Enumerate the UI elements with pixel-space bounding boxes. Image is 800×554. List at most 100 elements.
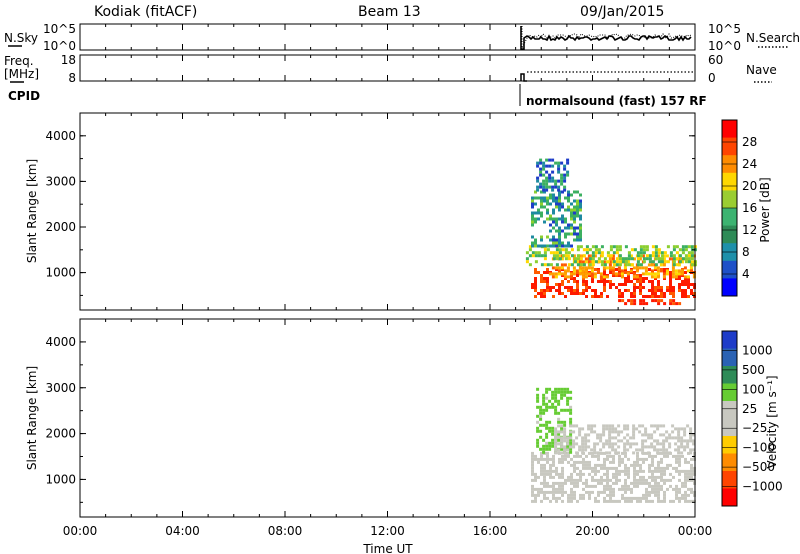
velocity-cell	[639, 463, 642, 467]
power-cell	[587, 272, 591, 276]
power-cell	[632, 275, 636, 279]
power-cell	[531, 220, 534, 224]
power-cell	[555, 263, 559, 267]
velocity-cell	[563, 433, 567, 437]
power-cell	[531, 244, 534, 248]
power-cell	[560, 173, 564, 177]
power-colorbar-label: Power [dB]	[758, 177, 772, 242]
velocity-cell	[570, 463, 573, 467]
power-colorbar-swatch	[722, 190, 737, 209]
power-cell	[548, 173, 552, 177]
velocity-cell	[660, 466, 663, 470]
power-cell	[576, 232, 579, 236]
velocity-cell	[636, 472, 639, 476]
power-cell	[570, 226, 573, 230]
power-cell	[536, 179, 540, 183]
velocity-cell	[548, 420, 552, 424]
power-cell	[630, 299, 634, 303]
velocity-colorbar-tick: −25	[742, 421, 767, 435]
velocity-cell	[663, 478, 666, 482]
velocity-cell	[557, 438, 561, 442]
power-cell	[552, 251, 556, 255]
power-cell	[528, 254, 532, 258]
power-cell	[549, 196, 552, 200]
velocity-cell	[557, 402, 561, 406]
velocity-cell	[594, 499, 597, 503]
velocity-cell	[677, 430, 681, 434]
velocity-cell	[567, 496, 570, 500]
velocity-cell	[539, 435, 543, 439]
power-cell	[662, 272, 666, 276]
velocity-cell	[677, 433, 681, 437]
power-cell	[555, 257, 559, 261]
power-cell	[567, 241, 570, 245]
power-cell	[563, 167, 567, 171]
power-cell	[672, 302, 676, 306]
power-cell	[600, 254, 604, 258]
velocity-cell	[690, 466, 693, 470]
power-cell	[576, 238, 579, 242]
velocity-cell	[554, 451, 558, 455]
power-cell	[536, 176, 540, 180]
power-cell	[558, 229, 561, 233]
velocity-cell	[587, 445, 591, 449]
velocity-cell	[630, 481, 633, 485]
velocity-cell	[594, 466, 597, 470]
velocity-cell	[647, 451, 651, 455]
velocity-cell	[570, 487, 573, 491]
power-cell	[558, 217, 561, 221]
velocity-cell	[588, 460, 591, 464]
velocity-cell	[531, 463, 534, 467]
power-cell	[594, 245, 598, 249]
velocity-cell	[551, 396, 555, 400]
power-cell	[648, 289, 651, 292]
velocity-cell	[561, 499, 564, 503]
time-tick-label: 20:00	[575, 524, 610, 538]
velocity-cell	[648, 469, 651, 473]
velocity-cell	[684, 478, 687, 482]
power-cell	[576, 283, 579, 286]
power-cell	[537, 251, 541, 255]
velocity-cell	[611, 445, 615, 449]
velocity-cell	[551, 405, 555, 409]
velocity-cell	[597, 478, 600, 482]
velocity-cell	[683, 448, 687, 452]
power-colorbar-swatch	[722, 172, 737, 191]
power-cell	[579, 217, 582, 221]
velocity-cell	[621, 493, 624, 497]
velocity-cell	[564, 454, 567, 458]
power-cell	[576, 226, 579, 230]
power-cell	[639, 289, 642, 292]
velocity-cell	[600, 466, 603, 470]
power-cell	[579, 292, 582, 295]
velocity-cell	[558, 460, 561, 464]
power-cell	[552, 238, 555, 242]
power-cell	[603, 286, 606, 289]
power-ytick-label: 3000	[45, 174, 76, 188]
velocity-cell	[624, 487, 627, 491]
power-cell	[548, 185, 552, 189]
velocity-cell	[584, 433, 588, 437]
velocity-cell	[627, 499, 630, 503]
velocity-cell	[561, 487, 564, 491]
power-cell	[564, 257, 568, 261]
power-cell	[644, 266, 648, 270]
power-cell	[549, 193, 552, 197]
velocity-cell	[569, 408, 573, 412]
velocity-cell	[654, 490, 657, 494]
power-cell	[540, 254, 544, 258]
power-cell	[548, 176, 552, 180]
velocity-cell	[666, 454, 669, 458]
velocity-cell	[585, 484, 588, 488]
velocity-cell	[546, 481, 549, 485]
power-cell	[567, 286, 570, 289]
velocity-cell	[555, 496, 558, 500]
velocity-cell	[602, 433, 606, 437]
velocity-cell	[677, 427, 681, 431]
velocity-cell	[588, 496, 591, 500]
velocity-cell	[569, 396, 573, 400]
velocity-cell	[566, 439, 570, 443]
velocity-cell	[648, 454, 651, 458]
power-cell	[572, 254, 576, 258]
power-cell	[618, 292, 621, 295]
